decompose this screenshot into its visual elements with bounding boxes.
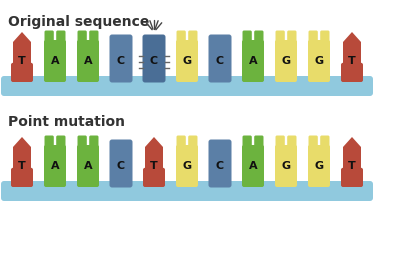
Text: C: C xyxy=(216,56,224,66)
FancyBboxPatch shape xyxy=(44,40,66,82)
FancyBboxPatch shape xyxy=(77,145,99,187)
FancyBboxPatch shape xyxy=(89,136,99,151)
Text: A: A xyxy=(249,161,257,171)
Text: G: G xyxy=(282,56,290,66)
FancyBboxPatch shape xyxy=(1,76,373,96)
FancyBboxPatch shape xyxy=(44,145,66,187)
Text: G: G xyxy=(314,56,324,66)
FancyBboxPatch shape xyxy=(254,136,263,151)
Polygon shape xyxy=(343,137,361,147)
FancyBboxPatch shape xyxy=(188,136,198,151)
FancyBboxPatch shape xyxy=(11,63,33,82)
FancyBboxPatch shape xyxy=(276,136,285,151)
FancyBboxPatch shape xyxy=(242,145,264,187)
FancyBboxPatch shape xyxy=(275,145,297,187)
FancyBboxPatch shape xyxy=(11,168,33,187)
Polygon shape xyxy=(13,42,31,80)
Polygon shape xyxy=(145,137,163,147)
FancyBboxPatch shape xyxy=(254,31,263,45)
FancyBboxPatch shape xyxy=(44,31,54,45)
FancyBboxPatch shape xyxy=(1,181,373,201)
FancyBboxPatch shape xyxy=(341,63,363,82)
FancyBboxPatch shape xyxy=(242,40,264,82)
Text: C: C xyxy=(117,161,125,171)
FancyBboxPatch shape xyxy=(276,31,285,45)
Text: T: T xyxy=(150,161,158,171)
FancyBboxPatch shape xyxy=(208,139,231,188)
FancyBboxPatch shape xyxy=(78,136,87,151)
FancyBboxPatch shape xyxy=(308,40,330,82)
Polygon shape xyxy=(343,147,361,185)
Polygon shape xyxy=(13,32,31,42)
Text: Point mutation: Point mutation xyxy=(8,115,125,129)
FancyBboxPatch shape xyxy=(109,139,133,188)
FancyBboxPatch shape xyxy=(341,168,363,187)
FancyBboxPatch shape xyxy=(188,31,198,45)
FancyBboxPatch shape xyxy=(208,34,231,83)
Polygon shape xyxy=(343,42,361,80)
FancyBboxPatch shape xyxy=(89,31,99,45)
FancyBboxPatch shape xyxy=(143,168,165,187)
Text: G: G xyxy=(183,56,191,66)
Text: T: T xyxy=(18,161,26,171)
FancyBboxPatch shape xyxy=(320,136,330,151)
FancyBboxPatch shape xyxy=(242,31,252,45)
FancyBboxPatch shape xyxy=(309,136,318,151)
Text: C: C xyxy=(216,161,224,171)
Text: C: C xyxy=(117,56,125,66)
Text: G: G xyxy=(183,161,191,171)
Polygon shape xyxy=(13,147,31,185)
Text: A: A xyxy=(50,56,59,66)
FancyBboxPatch shape xyxy=(287,31,297,45)
Text: Original sequence: Original sequence xyxy=(8,15,149,29)
FancyBboxPatch shape xyxy=(177,136,186,151)
Text: C: C xyxy=(150,56,158,66)
FancyBboxPatch shape xyxy=(309,31,318,45)
FancyBboxPatch shape xyxy=(143,34,166,83)
Text: A: A xyxy=(84,56,92,66)
Text: G: G xyxy=(282,161,290,171)
FancyBboxPatch shape xyxy=(78,31,87,45)
Text: T: T xyxy=(348,161,356,171)
FancyBboxPatch shape xyxy=(109,34,133,83)
FancyBboxPatch shape xyxy=(44,136,54,151)
Text: A: A xyxy=(84,161,92,171)
FancyBboxPatch shape xyxy=(287,136,297,151)
FancyBboxPatch shape xyxy=(176,40,198,82)
Polygon shape xyxy=(13,137,31,147)
FancyBboxPatch shape xyxy=(275,40,297,82)
FancyBboxPatch shape xyxy=(320,31,330,45)
FancyBboxPatch shape xyxy=(242,136,252,151)
Text: A: A xyxy=(249,56,257,66)
FancyBboxPatch shape xyxy=(308,145,330,187)
Text: G: G xyxy=(314,161,324,171)
Text: T: T xyxy=(348,56,356,66)
Text: T: T xyxy=(18,56,26,66)
Text: A: A xyxy=(50,161,59,171)
FancyBboxPatch shape xyxy=(56,31,65,45)
Polygon shape xyxy=(145,147,163,185)
FancyBboxPatch shape xyxy=(177,31,186,45)
FancyBboxPatch shape xyxy=(176,145,198,187)
Polygon shape xyxy=(343,32,361,42)
FancyBboxPatch shape xyxy=(56,136,65,151)
FancyBboxPatch shape xyxy=(77,40,99,82)
